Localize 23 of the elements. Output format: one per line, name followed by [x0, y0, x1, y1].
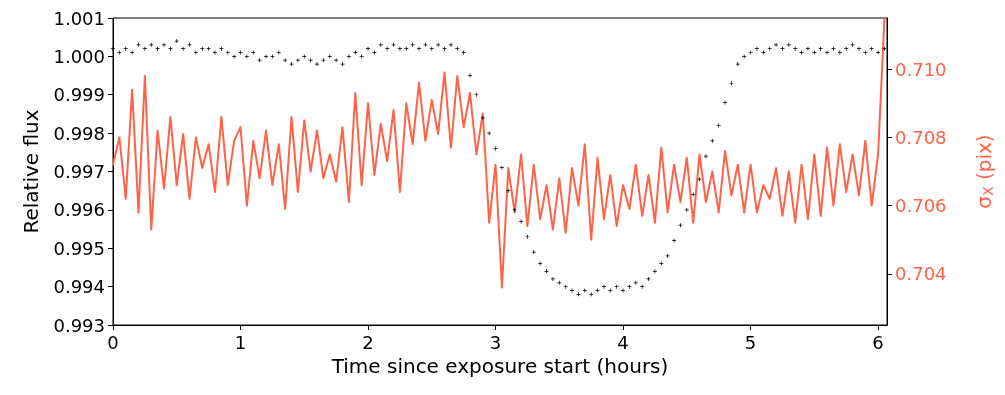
y-tick-label: 0.993 [53, 314, 105, 336]
x-tick-label: 0 [107, 331, 119, 353]
x-tick-label: 6 [872, 331, 884, 353]
y-tick-label: 0.995 [53, 237, 105, 259]
x-tick-label: 4 [617, 331, 629, 353]
x-axis-title: Time since exposure start (hours) [330, 353, 669, 378]
y-tick-label: 0.999 [53, 84, 105, 106]
y2-tick-label: 0.710 [895, 58, 947, 80]
x-tick-label: 1 [234, 331, 247, 353]
y2-tick-label: 0.708 [895, 126, 947, 148]
y-axis-title: Relative flux [19, 109, 43, 234]
y-tick-label: 1.000 [53, 45, 105, 67]
y2-tick-label: 0.706 [895, 195, 947, 217]
x-tick-label: 5 [744, 331, 757, 353]
y-tick-label: 0.998 [53, 122, 105, 144]
y-tick-label: 0.994 [53, 276, 105, 298]
x-tick-label: 2 [362, 331, 374, 353]
y-tick-label: 1.001 [53, 7, 105, 29]
y2-tick-label: 0.704 [895, 263, 947, 285]
y-tick-label: 0.996 [53, 199, 105, 221]
y-tick-label: 0.997 [53, 161, 105, 182]
x-tick-label: 3 [489, 331, 502, 353]
y2-axis-title: σX (pix) [972, 134, 996, 209]
